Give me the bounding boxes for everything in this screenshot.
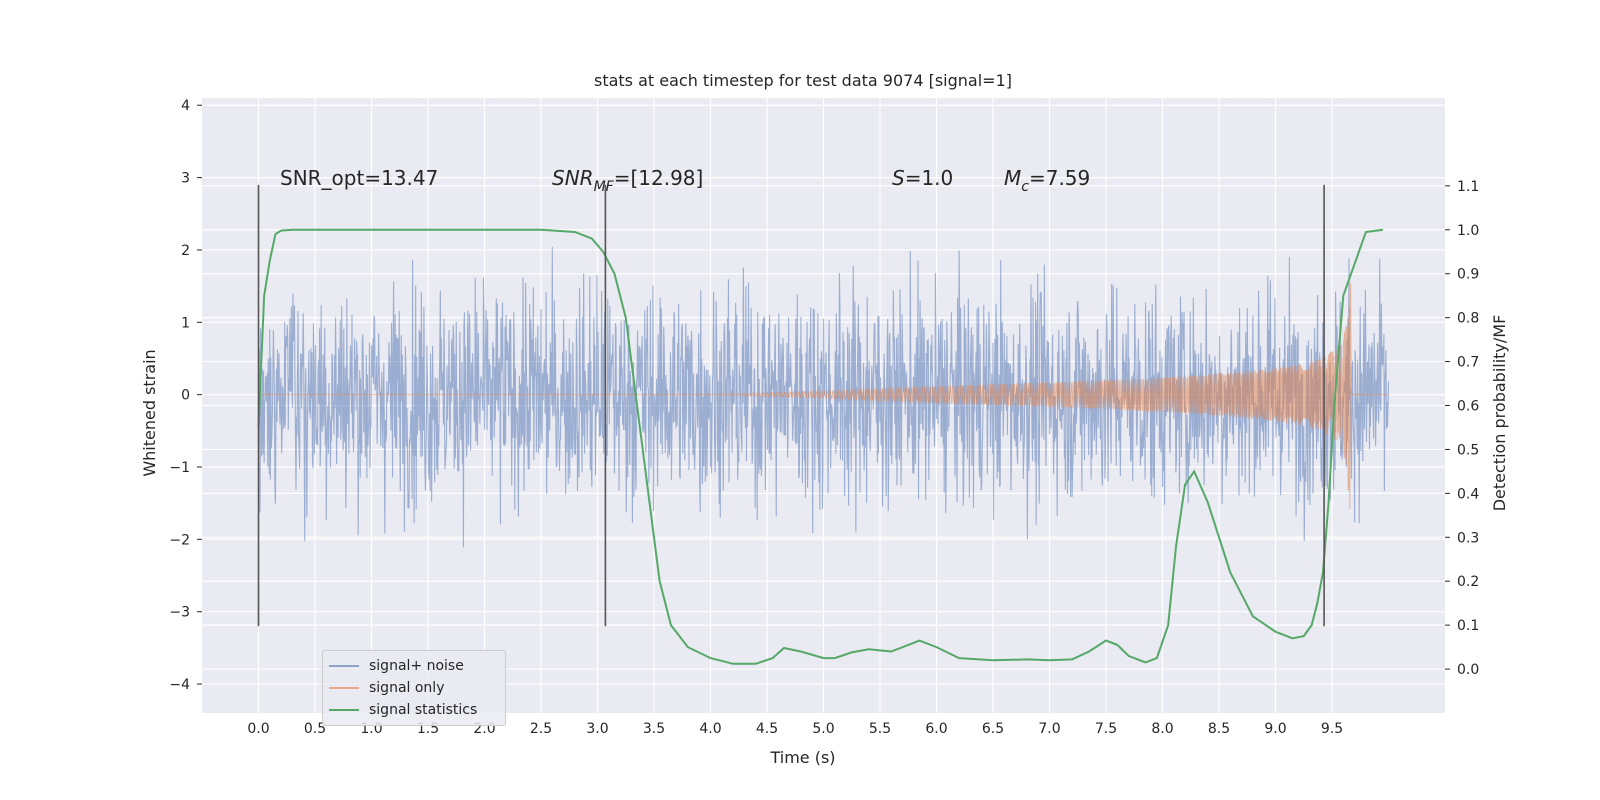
y2-tick-label: 0.3 (1457, 530, 1479, 546)
y-tick-label: 3 (181, 171, 190, 187)
y2-tick-label: 1.1 (1457, 179, 1479, 195)
legend-item-signal-statistics: signal statistics (329, 699, 499, 721)
legend-item-signal-only: signal only (329, 677, 499, 699)
x-tick-label: 4.5 (756, 721, 778, 737)
legend-label-signal-statistics: signal statistics (369, 702, 478, 718)
chart-legend: signal+ noise signal only signal statist… (322, 650, 506, 726)
x-tick-label: 9.5 (1321, 721, 1343, 737)
legend-swatch-signal-noise (329, 665, 359, 667)
x-tick-label: 6.5 (982, 721, 1004, 737)
x-axis-label: Time (s) (769, 748, 835, 767)
y2-tick-label: 0.7 (1457, 355, 1479, 371)
x-tick-label: 2.5 (530, 721, 552, 737)
y2-tick-label: 0.2 (1457, 574, 1479, 590)
x-tick-label: 6.0 (925, 721, 947, 737)
legend-label-signal-noise: signal+ noise (369, 658, 464, 674)
annotation-snr-opt: SNR_opt=13.47 (280, 166, 438, 190)
y-tick-label: −4 (169, 677, 190, 693)
y2-tick-label: 1.0 (1457, 223, 1479, 239)
annotation-mc: Mc=7.59 (1004, 166, 1090, 195)
y2-tick-label: 0.1 (1457, 618, 1479, 634)
x-tick-label: 5.5 (869, 721, 891, 737)
y2-tick-label: 0.0 (1457, 662, 1479, 678)
y2-tick-label: 0.5 (1457, 442, 1479, 458)
y-tick-label: −1 (169, 460, 190, 476)
x-tick-label: 4.0 (699, 721, 721, 737)
y2-tick-label: 0.4 (1457, 486, 1479, 502)
annotation-s: S=1.0 (892, 166, 953, 190)
x-tick-label: 8.5 (1208, 721, 1230, 737)
legend-label-signal-only: signal only (369, 680, 445, 696)
x-tick-label: 7.5 (1095, 721, 1117, 737)
x-tick-label: 7.0 (1038, 721, 1060, 737)
x-tick-label: 5.0 (812, 721, 834, 737)
y-tick-label: −3 (169, 605, 190, 621)
y2-tick-label: 0.8 (1457, 311, 1479, 327)
y2-tick-label: 0.9 (1457, 267, 1479, 283)
x-tick-label: 0.5 (304, 721, 326, 737)
annotation-snr-mf: SNRMF=[12.98] (552, 166, 703, 195)
y2-axis-label: Detection probability/MF (1490, 315, 1509, 512)
legend-swatch-signal-statistics (329, 709, 359, 711)
legend-item-signal-noise: signal+ noise (329, 655, 499, 677)
y-tick-label: 2 (181, 243, 190, 259)
x-tick-label: 3.5 (643, 721, 665, 737)
series-signal-statistics (257, 228, 1383, 665)
chart-title: stats at each timestep for test data 907… (594, 71, 1012, 90)
x-tick-label: 9.0 (1264, 721, 1286, 737)
x-tick-label: 0.0 (247, 721, 269, 737)
y-axis-label: Whitened strain (140, 349, 159, 476)
y-tick-label: 0 (181, 388, 190, 404)
y-tick-label: 1 (181, 315, 190, 331)
series-signal-only (258, 282, 1389, 510)
x-tick-label: 3.0 (586, 721, 608, 737)
y2-tick-label: 0.6 (1457, 399, 1479, 415)
x-tick-label: 8.0 (1151, 721, 1173, 737)
y-tick-label: −2 (169, 532, 190, 548)
y-tick-label: 4 (181, 98, 190, 114)
legend-swatch-signal-only (329, 687, 359, 689)
